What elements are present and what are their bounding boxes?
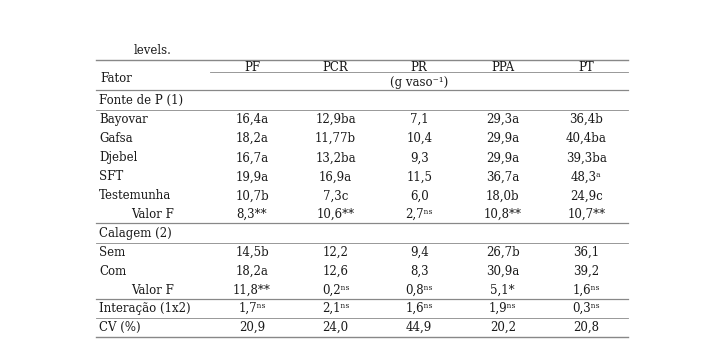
Text: 10,8**: 10,8** [484, 208, 522, 221]
Text: 48,3ᵃ: 48,3ᵃ [571, 170, 601, 183]
Text: 36,1: 36,1 [573, 246, 599, 259]
Text: 36,7a: 36,7a [486, 170, 519, 183]
Text: 8,3: 8,3 [410, 265, 428, 278]
Text: 5,1*: 5,1* [491, 284, 515, 297]
Text: 11,5: 11,5 [406, 170, 433, 183]
Text: 14,5b: 14,5b [235, 246, 269, 259]
Text: 24,9c: 24,9c [570, 190, 603, 203]
Text: 39,3ba: 39,3ba [566, 151, 607, 164]
Text: 39,2: 39,2 [573, 265, 599, 278]
Text: Testemunha: Testemunha [99, 190, 171, 203]
Text: PCR: PCR [322, 61, 348, 74]
Text: 7,3c: 7,3c [323, 190, 348, 203]
Text: 1,6ⁿˢ: 1,6ⁿˢ [573, 284, 600, 297]
Text: 24,0: 24,0 [322, 321, 348, 334]
Text: 16,4a: 16,4a [236, 113, 268, 126]
Text: 9,4: 9,4 [410, 246, 428, 259]
Text: 10,6**: 10,6** [317, 208, 355, 221]
Text: 9,3: 9,3 [410, 151, 428, 164]
Text: 1,7ⁿˢ: 1,7ⁿˢ [238, 302, 266, 315]
Text: PT: PT [578, 61, 594, 74]
Text: Sem: Sem [99, 246, 125, 259]
Text: 20,9: 20,9 [239, 321, 265, 334]
Text: 0,8ⁿˢ: 0,8ⁿˢ [405, 284, 433, 297]
Text: 29,3a: 29,3a [486, 113, 519, 126]
Text: 26,7b: 26,7b [486, 246, 519, 259]
Text: PF: PF [244, 61, 260, 74]
Text: Com: Com [99, 265, 126, 278]
Text: Calagem (2): Calagem (2) [99, 227, 172, 240]
Text: 40,4ba: 40,4ba [566, 132, 607, 145]
Text: PPA: PPA [491, 61, 515, 74]
Text: Fator: Fator [100, 72, 132, 85]
Text: 16,7a: 16,7a [236, 151, 268, 164]
Text: Gafsa: Gafsa [99, 132, 132, 145]
Text: CV (%): CV (%) [99, 321, 141, 334]
Text: 10,4: 10,4 [406, 132, 433, 145]
Text: 7,1: 7,1 [410, 113, 428, 126]
Text: (g vaso⁻¹): (g vaso⁻¹) [390, 76, 449, 89]
Text: Djebel: Djebel [99, 151, 137, 164]
Text: 16,9a: 16,9a [319, 170, 352, 183]
Text: 18,2a: 18,2a [236, 265, 268, 278]
Text: 18,0b: 18,0b [486, 190, 519, 203]
Text: SFT: SFT [99, 170, 123, 183]
Text: Bayovar: Bayovar [99, 113, 148, 126]
Text: 10,7**: 10,7** [567, 208, 606, 221]
Text: levels.: levels. [134, 44, 172, 57]
Text: 2,7ⁿˢ: 2,7ⁿˢ [405, 208, 433, 221]
Text: 10,7b: 10,7b [235, 190, 269, 203]
Text: 2,1ⁿˢ: 2,1ⁿˢ [322, 302, 349, 315]
Text: 19,9a: 19,9a [236, 170, 268, 183]
Text: 44,9: 44,9 [406, 321, 433, 334]
Text: 11,77b: 11,77b [315, 132, 356, 145]
Text: 29,9a: 29,9a [486, 151, 519, 164]
Text: 12,6: 12,6 [322, 265, 348, 278]
Text: 6,0: 6,0 [410, 190, 428, 203]
Text: Valor F: Valor F [132, 284, 175, 297]
Text: 0,2ⁿˢ: 0,2ⁿˢ [322, 284, 349, 297]
Text: Valor F: Valor F [132, 208, 175, 221]
Text: 30,9a: 30,9a [486, 265, 519, 278]
Text: 20,8: 20,8 [573, 321, 599, 334]
Text: PR: PR [411, 61, 428, 74]
Text: 12,9ba: 12,9ba [315, 113, 356, 126]
Text: 1,6ⁿˢ: 1,6ⁿˢ [405, 302, 433, 315]
Text: 1,9ⁿˢ: 1,9ⁿˢ [489, 302, 517, 315]
Text: 8,3**: 8,3** [237, 208, 267, 221]
Text: Interação (1x2): Interação (1x2) [99, 302, 191, 315]
Text: 36,4b: 36,4b [569, 113, 604, 126]
Text: 29,9a: 29,9a [486, 132, 519, 145]
Text: 20,2: 20,2 [490, 321, 516, 334]
Text: Fonte de P (1): Fonte de P (1) [99, 94, 183, 107]
Text: 0,3ⁿˢ: 0,3ⁿˢ [573, 302, 600, 315]
Text: 13,2ba: 13,2ba [315, 151, 356, 164]
Text: 18,2a: 18,2a [236, 132, 268, 145]
Text: 12,2: 12,2 [322, 246, 348, 259]
Text: 11,8**: 11,8** [233, 284, 271, 297]
